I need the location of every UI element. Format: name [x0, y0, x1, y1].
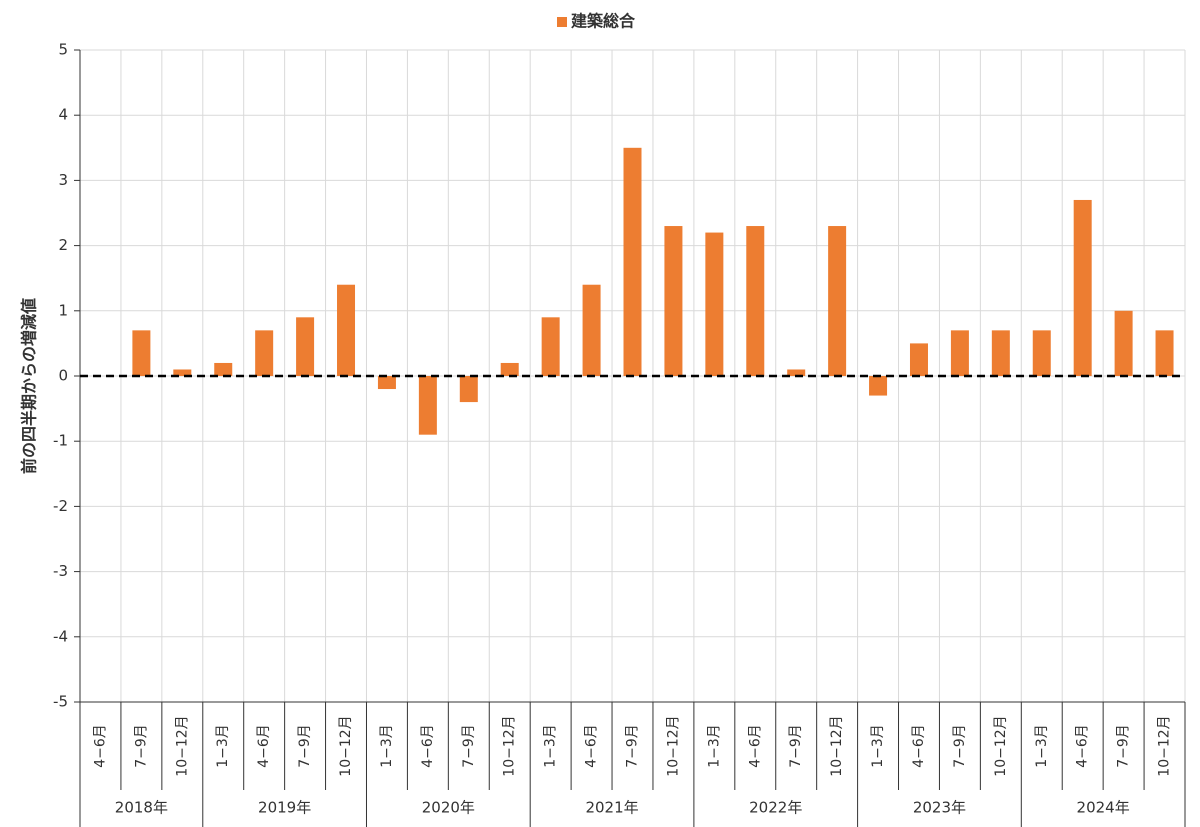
bar [1155, 330, 1174, 376]
bar [909, 343, 928, 376]
x-group-label: 2022年 [749, 799, 802, 817]
y-tick-label: -4 [53, 627, 68, 645]
x-tick-label: 10−12月 [338, 715, 354, 776]
bar [623, 147, 642, 376]
x-tick-label: 7−9月 [625, 724, 641, 768]
bar [746, 226, 765, 376]
x-group-label: 2024年 [1077, 799, 1130, 817]
bar [173, 369, 192, 376]
y-tick-label: 1 [58, 301, 68, 319]
bar [337, 284, 356, 376]
y-tick-label: 4 [58, 106, 68, 124]
bar [582, 284, 601, 376]
x-tick-label: 1−3月 [1034, 724, 1050, 768]
bar [787, 369, 806, 376]
y-tick-label: -1 [53, 432, 68, 450]
bar [296, 317, 315, 376]
x-tick-label: 7−9月 [1116, 724, 1132, 768]
y-tick-label: -3 [53, 562, 68, 580]
bar [459, 376, 478, 403]
bar [664, 226, 683, 376]
x-tick-label: 10−12月 [993, 715, 1009, 776]
bar [500, 362, 519, 376]
bar [418, 376, 437, 435]
x-tick-label: 4−6月 [92, 724, 108, 768]
x-tick-label: 10−12月 [829, 715, 845, 776]
x-tick-label: 4−6月 [747, 724, 763, 768]
bar [214, 362, 233, 376]
y-tick-label: 2 [58, 236, 68, 254]
y-tick-label: -2 [53, 497, 68, 515]
x-tick-label: 10−12月 [1157, 715, 1173, 776]
x-tick-label: 1−3月 [215, 724, 231, 768]
bar [1032, 330, 1051, 376]
x-tick-label: 7−9月 [952, 724, 968, 768]
x-tick-label: 7−9月 [461, 724, 477, 768]
x-tick-label: 4−6月 [911, 724, 927, 768]
x-tick-label: 7−9月 [297, 724, 313, 768]
x-tick-label: 10−12月 [174, 715, 190, 776]
bar [541, 317, 560, 376]
y-tick-label: 0 [58, 367, 68, 385]
bar [132, 330, 151, 376]
bar [991, 330, 1010, 376]
y-axis-title: 前の四半期からの増減値 [20, 298, 39, 474]
x-group-label: 2020年 [422, 799, 475, 817]
bar [828, 226, 847, 376]
y-tick-label: -5 [53, 693, 68, 711]
x-tick-label: 1−3月 [379, 724, 395, 768]
x-group-label: 2021年 [585, 799, 638, 817]
x-tick-label: 4−6月 [256, 724, 272, 768]
x-tick-label: 4−6月 [420, 724, 436, 768]
x-tick-label: 10−12月 [502, 715, 518, 776]
x-tick-label: 1−3月 [870, 724, 886, 768]
x-tick-label: 1−3月 [543, 724, 559, 768]
bar [869, 376, 888, 396]
bar [1114, 310, 1133, 376]
x-tick-label: 1−3月 [706, 724, 722, 768]
bar [950, 330, 969, 376]
x-tick-label: 4−6月 [1075, 724, 1091, 768]
bar [1073, 199, 1092, 376]
x-tick-label: 4−6月 [584, 724, 600, 768]
x-group-label: 2019年 [258, 799, 311, 817]
bar [705, 232, 724, 376]
y-tick-label: 5 [58, 41, 68, 59]
x-tick-label: 10−12月 [665, 715, 681, 776]
x-group-label: 2023年 [913, 799, 966, 817]
bar [255, 330, 274, 376]
y-tick-label: 3 [58, 171, 68, 189]
bar [377, 376, 396, 390]
x-tick-label: 7−9月 [788, 724, 804, 768]
legend-label: 建築総合 [571, 12, 636, 31]
x-group-label: 2018年 [115, 799, 168, 817]
legend-swatch [557, 17, 567, 27]
x-tick-label: 7−9月 [133, 724, 149, 768]
